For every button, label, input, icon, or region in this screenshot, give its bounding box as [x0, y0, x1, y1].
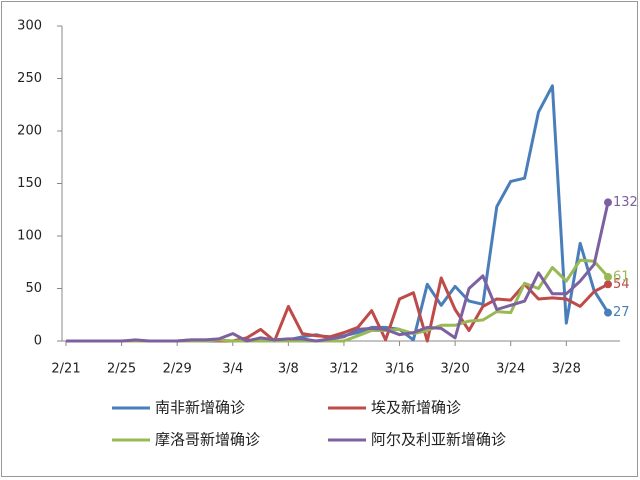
- legend-label: 埃及新增确诊: [371, 399, 461, 417]
- y-tick-label: 100: [17, 229, 42, 244]
- end-point: [604, 308, 612, 317]
- x-tick-label: 3/12: [329, 362, 358, 377]
- y-tick-label: 150: [17, 176, 42, 191]
- x-tick-label: 3/20: [441, 362, 470, 377]
- y-tick-label: 50: [25, 281, 42, 296]
- end-point: [604, 280, 612, 289]
- y-tick-label: 0: [34, 334, 42, 349]
- legend-label: 阿尔及利亚新增确诊: [371, 431, 506, 449]
- x-tick-label: 3/4: [222, 362, 243, 377]
- x-tick-label: 2/21: [51, 362, 80, 377]
- legend-label: 摩洛哥新增确诊: [155, 431, 260, 449]
- x-tick-label: 3/16: [385, 362, 414, 377]
- x-tick-label: 3/24: [496, 362, 525, 377]
- y-tick-label: 200: [17, 124, 42, 139]
- x-tick-label: 3/8: [278, 362, 299, 377]
- x-tick-label: 2/29: [163, 362, 192, 377]
- x-tick-label: 2/25: [107, 362, 136, 377]
- y-tick-label: 250: [17, 71, 42, 86]
- data-label: 54: [613, 277, 630, 292]
- y-tick-label: 300: [17, 19, 42, 34]
- data-label: 61: [613, 269, 630, 284]
- x-tick-label: 3/28: [552, 362, 581, 377]
- data-label: 132: [613, 195, 638, 210]
- end-point: [604, 272, 612, 281]
- end-point: [604, 198, 612, 207]
- legend-label: 南非新增确诊: [155, 399, 245, 417]
- data-label: 27: [613, 305, 630, 320]
- series-line: [66, 202, 610, 343]
